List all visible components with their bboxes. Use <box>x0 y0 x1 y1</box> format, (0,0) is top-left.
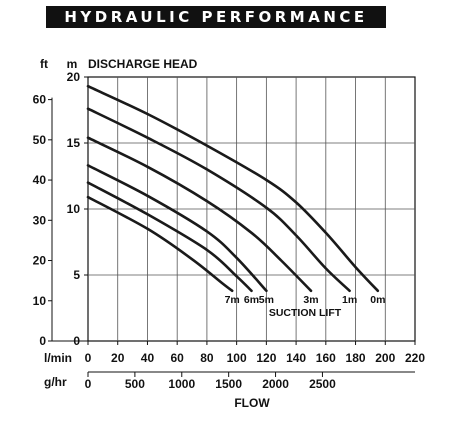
y-ft-tick-label: 50 <box>33 133 47 147</box>
chart-banner-title: HYDRAULIC PERFORMANCE <box>46 6 386 28</box>
x-lmin-tick-label: 220 <box>405 351 425 365</box>
y-m-tick-label: 0 <box>73 334 80 348</box>
y-ft-tick-label: 30 <box>33 213 47 227</box>
x-ghr-tick-label: 2000 <box>262 377 289 391</box>
x-lmin-tick-label: 0 <box>85 351 92 365</box>
x-ghr-tick-label: 0 <box>85 377 92 391</box>
y-m-tick-label: 10 <box>67 202 81 216</box>
x-lmin-tick-label: 160 <box>316 351 336 365</box>
series-label-3m: 3m <box>303 294 318 306</box>
x-ghr-tick-label: 500 <box>125 377 145 391</box>
x-lmin-unit-label: l/min <box>44 351 72 365</box>
x-lmin-tick-label: 200 <box>375 351 395 365</box>
x-ghr-tick-label: 1000 <box>168 377 195 391</box>
y-ft-unit-label: ft <box>40 57 48 71</box>
x-ghr-tick-label: 1500 <box>215 377 242 391</box>
legend-title: SUCTION LIFT <box>269 307 342 319</box>
x-lmin-tick-label: 120 <box>256 351 276 365</box>
chart-title: DISCHARGE HEAD <box>88 57 198 71</box>
series-line-3m <box>86 136 313 293</box>
series-label-6m: 6m <box>244 294 259 306</box>
y-m-tick-label: 20 <box>67 70 81 84</box>
y-ft-tick-label: 0 <box>39 334 46 348</box>
x-axis-title: FLOW <box>234 396 270 410</box>
y-m-unit-label: m <box>67 57 78 71</box>
x-lmin-tick-label: 100 <box>227 351 247 365</box>
y-ft-tick-label: 60 <box>33 93 47 107</box>
x-lmin-tick-label: 60 <box>171 351 185 365</box>
series-line-1m <box>86 107 351 293</box>
x-lmin-tick-label: 40 <box>141 351 155 365</box>
x-lmin-tick-label: 20 <box>111 351 125 365</box>
x-lmin-tick-label: 180 <box>346 351 366 365</box>
series-line-7m <box>86 195 234 293</box>
series-label-1m: 1m <box>342 294 357 306</box>
series-label-7m: 7m <box>225 294 240 306</box>
x-lmin-tick-label: 80 <box>200 351 214 365</box>
x-ghr-unit-label: g/hr <box>44 375 67 389</box>
y-ft-tick-label: 10 <box>33 294 47 308</box>
y-ft-tick-label: 20 <box>33 254 47 268</box>
x-ghr-tick-label: 2500 <box>309 377 336 391</box>
y-m-tick-label: 5 <box>73 268 80 282</box>
series-line-6m <box>86 181 253 293</box>
series-label-0m: 0m <box>370 294 385 306</box>
y-m-tick-label: 15 <box>67 136 81 150</box>
x-lmin-tick-label: 140 <box>286 351 306 365</box>
y-ft-tick-label: 40 <box>33 173 47 187</box>
series-line-5m <box>86 164 268 293</box>
series-line-0m <box>86 84 380 293</box>
series-label-5m: 5m <box>259 294 274 306</box>
